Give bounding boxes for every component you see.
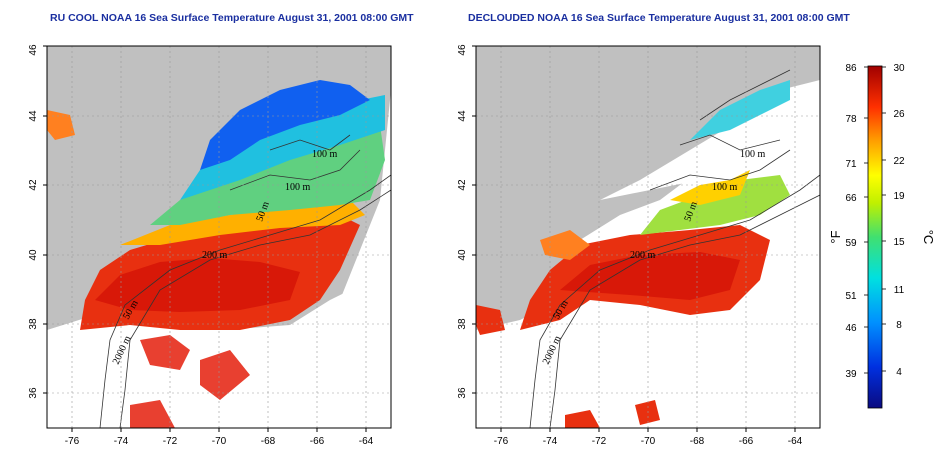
y-tick-label: 46: [28, 44, 39, 56]
fahrenheit-tick: 78: [845, 114, 857, 125]
y-tick-label: 38: [457, 318, 468, 330]
warm-patch: [540, 230, 590, 260]
contour-label: 200 m: [630, 250, 656, 261]
x-tick-label: -70: [641, 436, 656, 447]
isobath-100m: [649, 149, 791, 191]
cloud-edge-patch: [200, 350, 250, 400]
right-map-title: DECLOUDED NOAA 16 Sea Surface Temperatur…: [468, 12, 850, 24]
shelf-water: [640, 175, 790, 235]
shelf-water: [150, 125, 385, 225]
celsius-tick: 15: [893, 237, 905, 248]
fahrenheit-tick: 39: [845, 369, 857, 380]
x-tick-label: -72: [163, 436, 178, 447]
celsius-tick: 11: [894, 285, 905, 296]
cool-water: [690, 80, 790, 140]
warm-patch-coastal: [476, 305, 505, 335]
right-sst-map: 100 m 100 m 50 m 200 m 2000 m 50 m: [476, 46, 820, 428]
x-tick-label: -76: [494, 436, 509, 447]
y-tick-label: 36: [457, 387, 468, 399]
fahrenheit-tick: 66: [845, 193, 857, 204]
left-sst-map: 100 m 100 m 50 m 200 m 2000 m 50 m: [47, 46, 391, 428]
x-tick-label: -72: [592, 436, 607, 447]
warm-sst-core: [95, 258, 300, 312]
contour-label: 100 m: [740, 149, 766, 160]
isobath-100m: [229, 149, 361, 191]
fahrenheit-tick: 71: [845, 159, 857, 170]
cold-water: [200, 80, 370, 170]
color-scale-bar: 86 78 71 66 59 51 46 39 30 26 22 19 15 1…: [828, 63, 936, 409]
warm-patch-south: [635, 400, 660, 425]
left-y-axis: 36 38 40 42 44 46: [28, 44, 47, 399]
celsius-tick: 8: [896, 320, 902, 331]
warm-patch-south: [565, 410, 600, 428]
y-tick-label: 42: [457, 179, 468, 191]
y-tick-label: 44: [28, 110, 39, 122]
fahrenheit-tick: 51: [845, 291, 857, 302]
x-tick-label: -64: [788, 436, 803, 447]
fahrenheit-tick: 86: [845, 63, 857, 74]
isobath-100m-north: [679, 134, 781, 151]
lat-lon-grid: [47, 46, 391, 428]
x-tick-label: -70: [212, 436, 227, 447]
off-swath-area-east: [340, 90, 391, 300]
x-tick-label: -76: [65, 436, 80, 447]
cloud-edge-patch: [130, 400, 175, 428]
cloud-edge-patch: [140, 335, 190, 370]
isobath-100m-north: [269, 134, 351, 151]
lat-lon-grid: [476, 46, 820, 428]
fahrenheit-tick: 46: [845, 323, 857, 334]
x-tick-label: -74: [114, 436, 129, 447]
y-tick-label: 40: [28, 249, 39, 261]
isobath-200m: [549, 194, 820, 428]
right-y-axis: 36 38 40 42 44 46: [457, 44, 476, 399]
y-tick-label: 40: [457, 249, 468, 261]
warm-sst-core: [560, 252, 740, 300]
isobath-2000m: [529, 174, 820, 428]
contour-label: 200 m: [202, 250, 228, 261]
off-swath-area: [47, 270, 391, 428]
y-tick-label: 42: [28, 179, 39, 191]
x-tick-label: -68: [690, 436, 705, 447]
x-tick-label: -74: [543, 436, 558, 447]
cool-water: [180, 95, 385, 200]
y-tick-label: 38: [28, 318, 39, 330]
celsius-tick: 4: [896, 367, 902, 378]
x-tick-label: -66: [310, 436, 325, 447]
y-tick-label: 44: [457, 110, 468, 122]
contour-label: 100 m: [285, 182, 311, 193]
coastline: [699, 69, 791, 121]
celsius-tick: 30: [893, 63, 905, 74]
x-tick-label: -64: [359, 436, 374, 447]
celsius-label: °C: [921, 230, 936, 245]
color-gradient: [867, 65, 883, 409]
celsius-tick: 19: [893, 191, 905, 202]
transition-patch: [670, 170, 750, 205]
celsius-tick: 26: [893, 109, 905, 120]
lake-patch: [47, 110, 75, 140]
left-x-axis: -76 -74 -72 -70 -68 -66 -64: [65, 428, 374, 447]
contour-label: 100 m: [712, 182, 738, 193]
y-tick-label: 46: [457, 44, 468, 56]
isobath-2000m: [99, 174, 391, 428]
x-tick-label: -66: [739, 436, 754, 447]
isobath-200m: [119, 189, 391, 428]
contour-label: 100 m: [312, 149, 338, 160]
x-tick-label: -68: [261, 436, 276, 447]
fahrenheit-tick: 59: [845, 238, 857, 249]
right-x-axis: -76 -74 -72 -70 -68 -66 -64: [494, 428, 803, 447]
left-map-title: RU COOL NOAA 16 Sea Surface Temperature …: [50, 12, 414, 24]
y-tick-label: 36: [28, 387, 39, 399]
transition-band: [120, 200, 365, 245]
celsius-tick: 22: [893, 156, 905, 167]
fahrenheit-label: °F: [828, 230, 843, 243]
